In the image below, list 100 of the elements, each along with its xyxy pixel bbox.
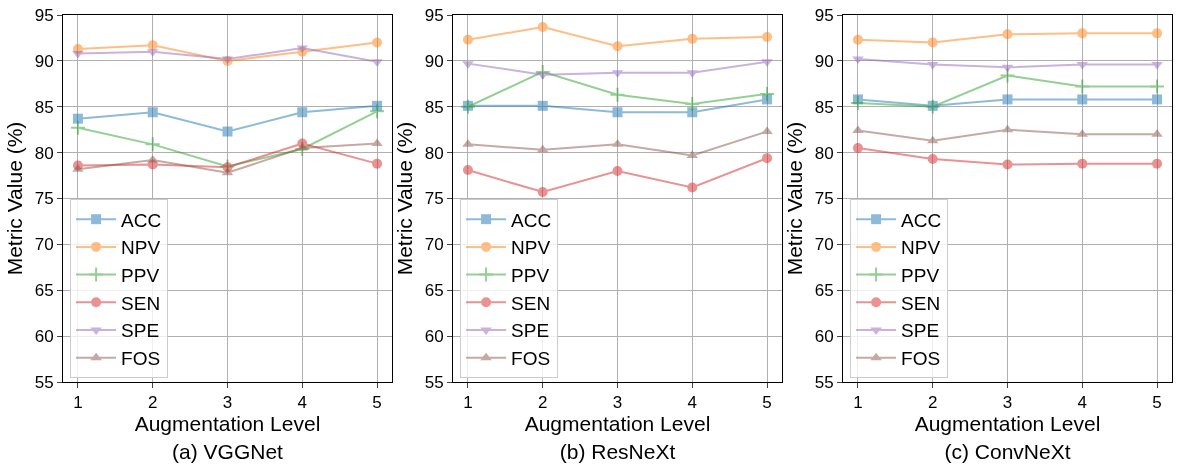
point [372,37,383,48]
legend-label: NPV [901,237,941,259]
y-tick-label: 55 [424,372,444,392]
point [762,153,773,164]
x-tick-label: 4 [1077,393,1087,413]
point [1002,29,1013,40]
legend-label: FOS [901,348,941,370]
x-tick-label: 3 [1002,393,1013,413]
y-tick-label: 65 [424,281,444,301]
point [852,34,863,45]
y-tick-label: 55 [814,372,834,392]
y-tick-label: 65 [34,281,54,301]
point [462,34,473,45]
point [612,107,623,118]
point [372,158,383,169]
x-tick-label: 1 [73,393,83,413]
point [1002,94,1013,105]
point [612,165,623,176]
x-tick-label: 2 [538,393,548,413]
y-axis-title: Metric Value (%) [392,121,416,276]
legend-label: PPV [901,264,940,286]
point [1077,28,1088,39]
point [1077,94,1088,105]
point [147,40,158,51]
y-tick-label: 85 [424,97,444,117]
point [1152,158,1163,169]
point [1152,28,1163,39]
point [222,126,233,137]
x-tick-label: 2 [928,393,938,413]
point [537,100,548,111]
x-tick-label: 1 [463,393,473,413]
legend-label: NPV [121,237,161,259]
legend-label: PPV [511,264,550,286]
point [147,107,158,118]
legend-label: PPV [121,264,160,286]
x-tick-label: 4 [297,393,307,413]
point [762,32,773,43]
x-tick-label: 2 [148,393,158,413]
y-tick-label: 75 [34,189,54,209]
y-tick-label: 75 [424,189,444,209]
y-axis-title: Metric Value (%) [782,121,806,276]
x-axis-title: Augmentation Level (c) ConvNeXt [914,412,1101,463]
legend-label: SPE [511,320,550,342]
y-tick-label: 70 [814,235,834,255]
x-tick-label: 3 [222,393,233,413]
x-tick-label: 5 [762,393,772,413]
point [72,113,83,124]
legend-label: SEN [511,292,551,314]
x-tick-label: 4 [687,393,697,413]
y-tick-label: 80 [34,143,54,163]
x-tick-label: 5 [1152,393,1162,413]
x-axis-title: Augmentation Level (a) VGGNet [134,412,321,463]
point [537,21,548,32]
point [927,37,938,48]
point [1077,158,1088,169]
x-tick-label: 1 [853,393,863,413]
point [612,41,623,52]
legend-label: FOS [511,348,551,370]
x-tick-label: 5 [372,393,382,413]
legend-label: NPV [511,237,551,259]
legend-label: ACC [511,209,552,231]
y-tick-label: 95 [424,5,444,25]
point [927,154,938,165]
y-tick-label: 90 [34,51,54,71]
legend-label: FOS [121,348,161,370]
x-axis-title: Augmentation Level (b) ResNeXt [524,412,711,463]
y-tick-label: 85 [34,97,54,117]
point [462,165,473,176]
y-tick-label: 60 [34,327,54,347]
point [297,107,308,118]
y-tick-label: 60 [814,327,834,347]
y-axis-title: Metric Value (%) [2,121,26,276]
y-tick-label: 80 [814,143,834,163]
y-tick-label: 95 [34,5,54,25]
y-tick-label: 90 [424,51,444,71]
y-tick-label: 80 [424,143,444,163]
point [852,143,863,154]
x-tick-label: 3 [612,393,623,413]
point [537,187,548,198]
y-tick-label: 70 [34,235,54,255]
y-tick-label: 55 [34,372,54,392]
y-tick-label: 85 [814,97,834,117]
point [1002,159,1013,170]
legend-label: SPE [901,320,940,342]
legend-label: SEN [901,292,941,314]
y-tick-label: 65 [814,281,834,301]
legend-label: SEN [121,292,161,314]
y-tick-label: 70 [424,235,444,255]
legend-label: SPE [121,320,160,342]
point [852,125,864,134]
y-tick-label: 90 [814,51,834,71]
point [687,33,698,44]
legend-label: ACC [901,209,942,231]
y-tick-label: 60 [424,327,444,347]
y-tick-label: 95 [814,5,834,25]
point [1152,94,1163,105]
y-tick-label: 75 [814,189,834,209]
point [687,182,698,193]
legend-label: ACC [121,209,162,231]
point [687,107,698,118]
